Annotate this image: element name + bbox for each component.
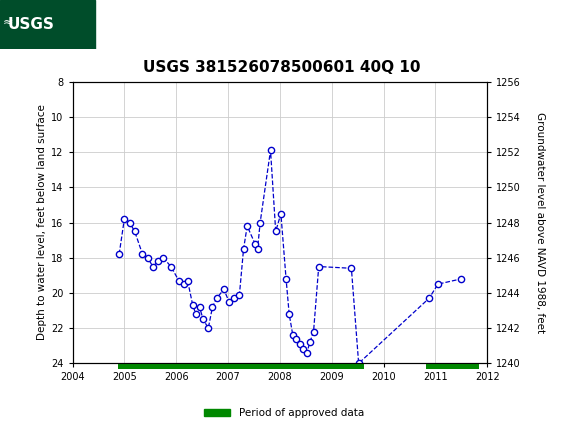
Text: ≈: ≈: [3, 16, 13, 29]
Y-axis label: Depth to water level, feet below land surface: Depth to water level, feet below land su…: [37, 104, 47, 341]
Bar: [118, 364, 364, 369]
Legend: Period of approved data: Period of approved data: [200, 404, 368, 423]
Y-axis label: Groundwater level above NAVD 1988, feet: Groundwater level above NAVD 1988, feet: [535, 112, 545, 333]
Bar: [0, 0, 95, 49]
Bar: [426, 364, 480, 369]
Text: USGS: USGS: [8, 17, 55, 32]
Text: USGS 381526078500601 40Q 10: USGS 381526078500601 40Q 10: [143, 60, 420, 75]
